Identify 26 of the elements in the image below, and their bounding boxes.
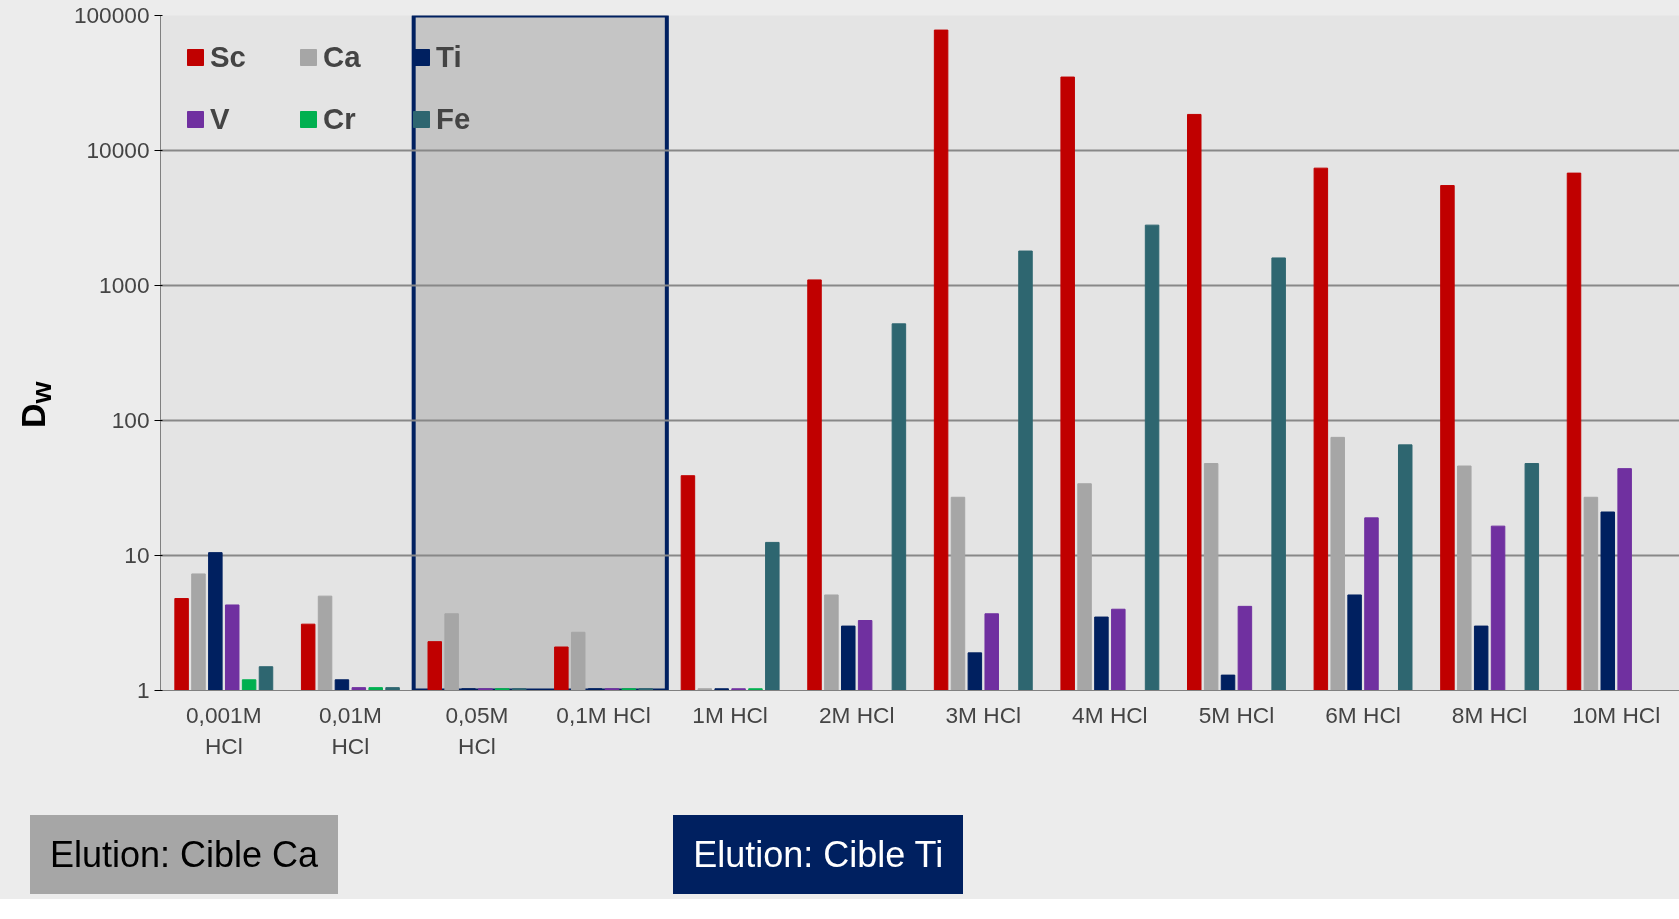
x-tick-label: 0,05M HCl <box>445 701 509 759</box>
y-tick-label: 100000 <box>73 2 150 28</box>
text: Elution: Cible Ca <box>50 833 319 877</box>
y-tick-label: 100 <box>111 407 150 433</box>
legend-label: Fe <box>436 102 472 136</box>
x-tick-label: 2M HCl <box>818 701 895 728</box>
legend-label: Ti <box>436 40 463 74</box>
x-tick-label: 6M HCl <box>1325 701 1401 728</box>
text: Elution: Cible Ti <box>693 833 944 877</box>
y-tick-label: 10000 <box>86 137 150 163</box>
x-tick-label: 8M HCl <box>1451 701 1528 728</box>
x-tick-label: 4M HCl <box>1072 701 1148 728</box>
legend-label: Sc <box>210 40 247 74</box>
x-tick-label: 0,01M HCl <box>318 701 382 759</box>
x-tick-label: 3M HCl <box>945 701 1022 728</box>
y-tick-label: 1 <box>136 677 150 703</box>
legend-label: Ca <box>323 40 362 74</box>
x-tick-label: 1M HCl <box>692 701 768 728</box>
x-tick-label: 0,1M HCl <box>556 701 651 728</box>
x-tick-label: 0,001M HCl <box>186 701 262 759</box>
x-tick-label: 5M HCl <box>1198 701 1275 728</box>
y-tick-label: 1000 <box>99 272 150 298</box>
x-tick-label: 10M HCl <box>1572 701 1661 728</box>
legend-label: V <box>210 102 231 136</box>
legend-label: Cr <box>323 102 357 136</box>
y-tick-label: 10 <box>124 542 150 568</box>
